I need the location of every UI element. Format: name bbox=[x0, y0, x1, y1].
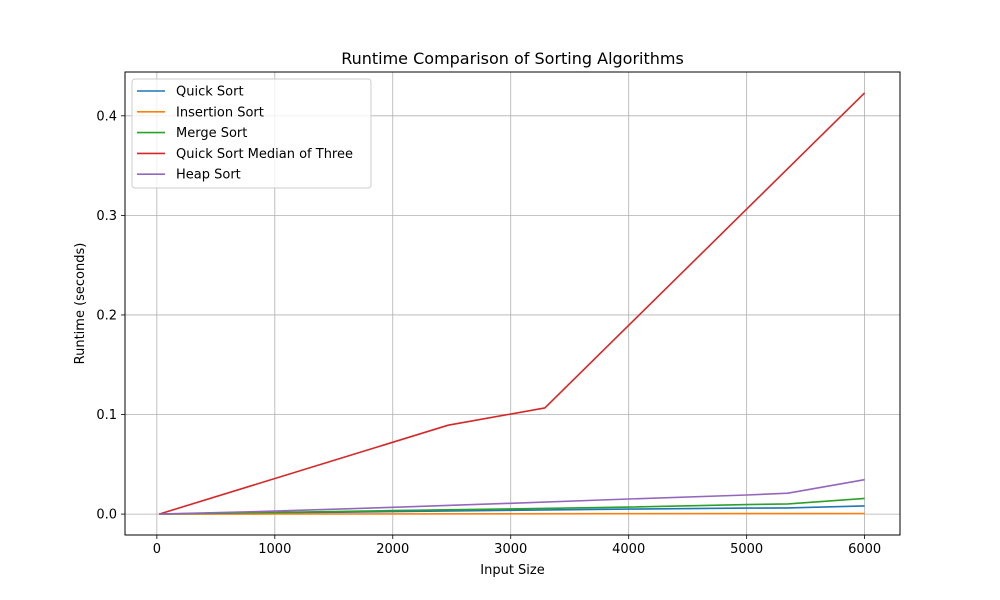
y-axis-label: Runtime (seconds) bbox=[73, 243, 88, 365]
y-tick-label: 0.0 bbox=[96, 508, 117, 523]
y-tick-label: 0.3 bbox=[96, 209, 117, 224]
legend-box bbox=[131, 78, 372, 189]
x-tick-label: 6000 bbox=[848, 542, 881, 557]
x-tick-label: 2000 bbox=[376, 542, 409, 557]
x-tick-label: 4000 bbox=[612, 542, 645, 557]
series-line-quick-sort-median-of-three bbox=[158, 92, 866, 515]
legend-label-quick-sort: Quick Sort bbox=[176, 85, 244, 100]
x-axis-label: Input Size bbox=[480, 563, 544, 578]
x-axis-ticks: 0 1000 2000 3000 4000 5000 6000 bbox=[153, 535, 881, 557]
legend-label-merge-sort: Merge Sort bbox=[176, 126, 247, 141]
y-axis-ticks: 0.0 0.1 0.2 0.3 0.4 bbox=[96, 109, 125, 523]
y-tick-label: 0.2 bbox=[96, 308, 117, 323]
series-line-merge-sort bbox=[159, 497, 865, 515]
x-tick-label: 5000 bbox=[730, 542, 763, 557]
legend-label-heap-sort: Heap Sort bbox=[176, 168, 241, 183]
y-tick-label: 0.1 bbox=[96, 408, 117, 423]
plot-frame bbox=[124, 71, 901, 536]
x-tick-label: 3000 bbox=[494, 542, 527, 557]
legend-label-insertion-sort: Insertion Sort bbox=[176, 105, 264, 120]
series-lines bbox=[158, 92, 866, 515]
x-tick-label: 0 bbox=[153, 542, 161, 557]
chart-title: Runtime Comparison of Sorting Algorithms bbox=[341, 49, 684, 68]
x-tick-label: 1000 bbox=[258, 542, 291, 557]
legend-label-quick-sort-median-of-three: Quick Sort Median of Three bbox=[176, 147, 353, 162]
y-tick-label: 0.4 bbox=[96, 109, 117, 124]
series-line-heap-sort bbox=[159, 478, 865, 515]
series-line-insertion-sort bbox=[159, 512, 865, 515]
legend: Quick Sort Insertion Sort Merge Sort Quick … bbox=[131, 78, 372, 189]
